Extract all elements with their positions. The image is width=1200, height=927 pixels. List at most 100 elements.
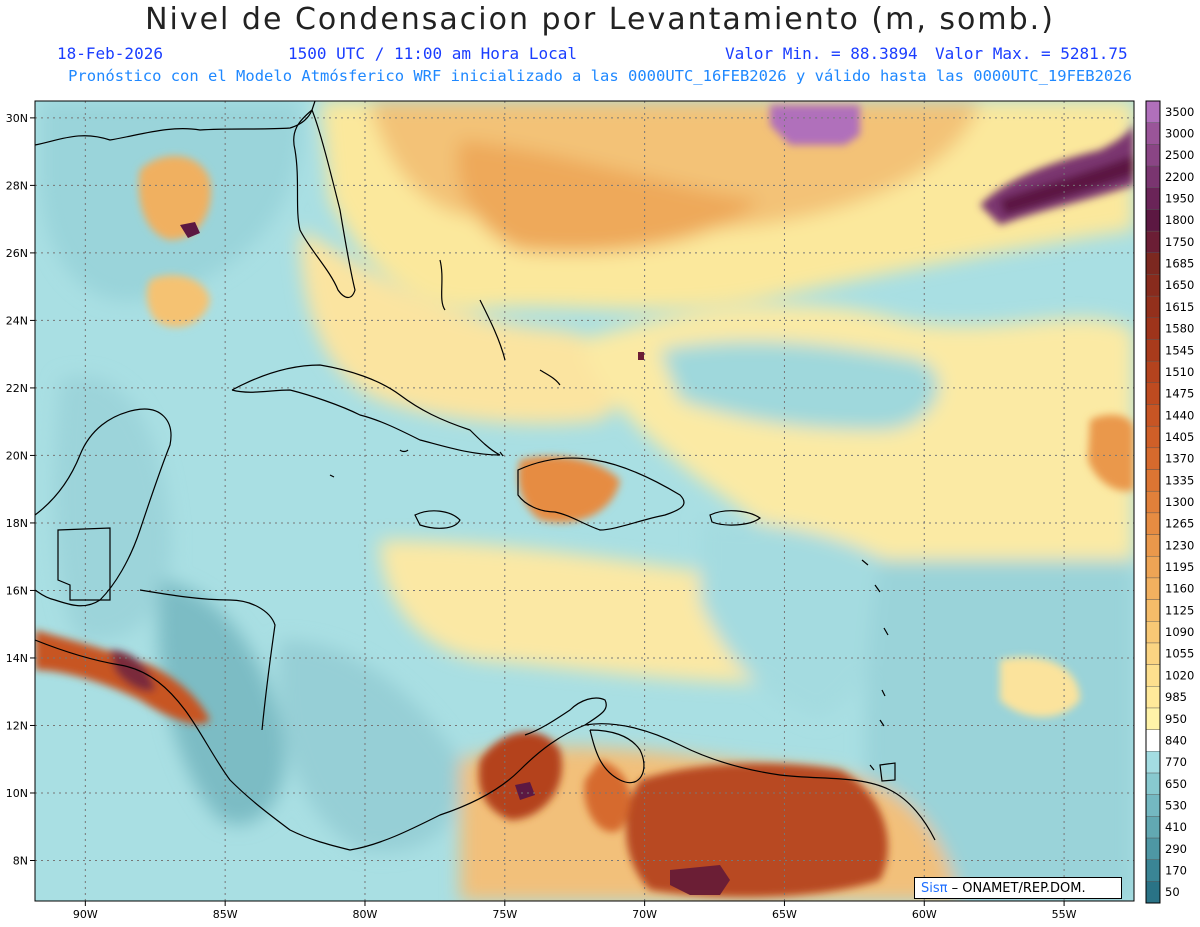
legend-swatch (1145, 642, 1161, 665)
legend-label: 1650 (1165, 278, 1194, 292)
legend-swatch (1145, 295, 1161, 318)
legend-label: 950 (1165, 712, 1187, 726)
lat-tick-label: 16N (6, 584, 28, 597)
legend-swatch (1145, 621, 1161, 644)
legend-label: 290 (1165, 842, 1187, 856)
lon-tick-label: 85W (213, 908, 238, 921)
legend-swatch (1145, 512, 1161, 535)
map-title: Nivel de Condensacion por Levantamiento … (145, 2, 1055, 37)
legend-swatch (1145, 751, 1161, 774)
legend-swatch (1145, 490, 1161, 514)
legend-label: 1685 (1165, 257, 1194, 271)
lat-tick-label: 10N (6, 787, 28, 800)
legend-frame (1145, 100, 1161, 904)
legend-label: 2500 (1165, 148, 1194, 162)
legend-swatch (1145, 686, 1161, 709)
lon-tick-label: 70W (632, 908, 657, 921)
map-frame (34, 100, 1135, 902)
legend-label: 1055 (1165, 647, 1194, 661)
legend-label: 840 (1165, 733, 1187, 747)
legend-label: 170 (1165, 863, 1187, 877)
legend-label: 770 (1165, 755, 1187, 769)
legend-swatch (1145, 534, 1161, 557)
legend-label: 1405 (1165, 430, 1194, 444)
lon-tick-label: 75W (492, 908, 517, 921)
lat-tick-label: 30N (6, 112, 28, 125)
legend-swatch (1145, 252, 1161, 275)
legend-label: 1510 (1165, 365, 1194, 379)
legend-label: 1160 (1165, 582, 1194, 596)
lat-tick-label: 20N (6, 449, 28, 462)
legend-label: 1020 (1165, 668, 1194, 682)
lon-tick-label: 80W (353, 908, 378, 921)
forecast-date: 18-Feb-2026 (57, 44, 163, 63)
legend-label: 1750 (1165, 235, 1194, 249)
sispi-logo: Sisπ (921, 881, 948, 896)
latitude-axis: 30N 28N 26N 24N 22N 20N 18N 16N 14N 12N 10N 8N (6, 112, 35, 867)
legend-swatch (1145, 187, 1161, 210)
lat-tick-label: 8N (13, 854, 28, 867)
legend-label: 1440 (1165, 408, 1194, 422)
legend-label: 1230 (1165, 538, 1194, 552)
legend-label: 1475 (1165, 387, 1194, 401)
legend-swatch (1145, 794, 1161, 817)
legend-label: 1335 (1165, 473, 1194, 487)
lat-tick-label: 24N (6, 314, 28, 327)
legend-swatch (1145, 274, 1161, 297)
forecast-info: Pronóstico con el Modelo Atmósferico WRF… (68, 67, 1132, 85)
lat-tick-label: 26N (6, 247, 28, 260)
credit-box: Sisπ – ONAMET/REP.DOM. (914, 877, 1122, 899)
legend-label: 1950 (1165, 192, 1194, 206)
lon-tick-label: 60W (912, 908, 937, 921)
lat-lon-grid (35, 101, 1134, 901)
legend-swatch (1145, 772, 1161, 795)
legend-swatch (1145, 837, 1161, 860)
legend-swatch (1145, 360, 1161, 383)
legend-swatch (1145, 816, 1161, 839)
forecast-time: 1500 UTC / 11:00 am Hora Local (288, 44, 577, 63)
lon-tick-label: 90W (73, 908, 98, 921)
legend-label: 1800 (1165, 213, 1194, 227)
legend-label: 1265 (1165, 517, 1194, 531)
legend-label: 985 (1165, 690, 1187, 704)
lcl-shaded-field (35, 101, 1134, 901)
legend-label: 410 (1165, 820, 1187, 834)
legend-swatch (1145, 122, 1161, 145)
legend-swatch (1145, 859, 1161, 882)
legend-label: 2200 (1165, 170, 1194, 184)
legend-swatch (1145, 317, 1161, 340)
legend-label: 1615 (1165, 300, 1194, 314)
legend-label: 1090 (1165, 625, 1194, 639)
legend-label: 1545 (1165, 343, 1194, 357)
legend-swatch (1145, 209, 1161, 232)
lat-tick-label: 12N (6, 719, 28, 732)
lon-tick-label: 55W (1052, 908, 1077, 921)
lat-tick-label: 28N (6, 179, 28, 192)
legend-swatch (1145, 382, 1161, 405)
legend-swatch (1145, 339, 1161, 362)
legend-swatch (1145, 165, 1161, 188)
legend-swatch (1145, 599, 1161, 622)
legend-swatch (1145, 100, 1161, 123)
legend-label: 530 (1165, 798, 1187, 812)
min-value: Valor Min. = 88.3894 (725, 44, 918, 63)
legend-swatch (1145, 404, 1161, 427)
legend-label: 3500 (1165, 105, 1194, 119)
legend-swatch (1145, 425, 1161, 449)
legend-swatch (1145, 469, 1161, 492)
legend-label: 3000 (1165, 127, 1194, 141)
legend-label: 1195 (1165, 560, 1194, 574)
credit-text: – ONAMET/REP.DOM. (951, 881, 1086, 896)
legend-swatch (1145, 729, 1161, 752)
legend-swatch (1145, 707, 1161, 730)
legend-label: 1125 (1165, 603, 1194, 617)
legend-label: 650 (1165, 777, 1187, 791)
longitude-axis: 90W 85W 80W 75W 70W 65W 60W 55W (73, 901, 1077, 921)
legend-swatch (1145, 555, 1161, 579)
legend-swatch (1145, 447, 1161, 470)
color-legend: 50 170 290 410 530 650 770 840 950 985 1020 1055 109… (1145, 100, 1194, 904)
legend-swatch (1145, 577, 1161, 600)
legend-label: 50 (1165, 885, 1180, 899)
legend-swatch (1145, 881, 1161, 904)
